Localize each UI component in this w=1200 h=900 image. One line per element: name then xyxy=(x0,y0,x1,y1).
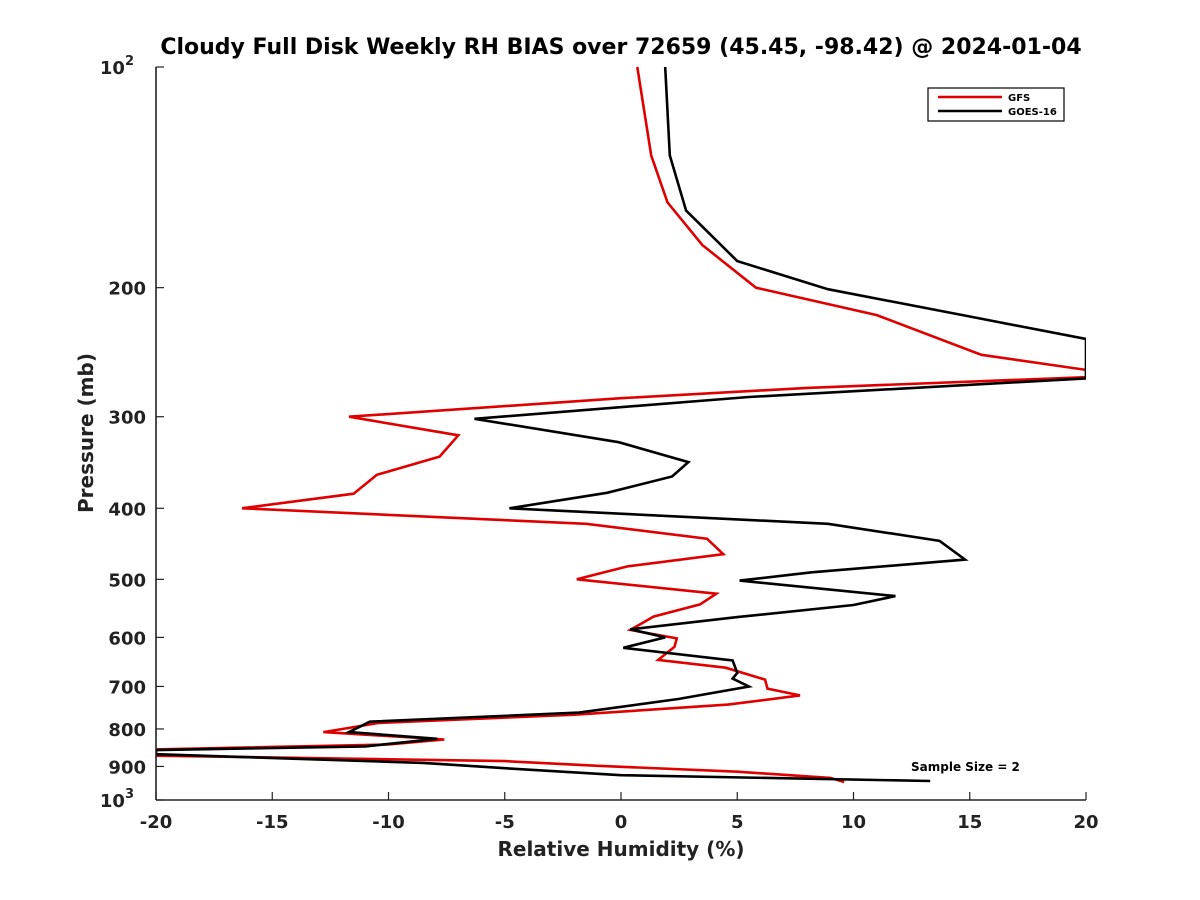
y-tick-label: 500 xyxy=(108,570,146,591)
y-tick-label: 102 xyxy=(100,54,134,79)
y-tick-label: 800 xyxy=(108,720,146,741)
legend-label-gfs: GFS xyxy=(1008,93,1030,104)
x-tick-label: 15 xyxy=(957,812,982,833)
y-tick-label: 900 xyxy=(108,757,146,778)
y-tick-label: 200 xyxy=(108,279,146,300)
y-tick-label: 700 xyxy=(108,677,146,698)
x-tick-label: -15 xyxy=(256,812,289,833)
plot-area: -20 -15 -10 -5 0 5 10 15 20 102 200 300 400 500 600 70… xyxy=(100,54,1099,833)
x-tick-label: 0 xyxy=(615,812,628,833)
y-tick-exponent: 3 xyxy=(125,787,134,802)
y-tick-exponent: 2 xyxy=(125,54,134,69)
y-tick-label: 400 xyxy=(108,499,146,520)
y-axis-label: Pressure (mb) xyxy=(74,353,98,513)
x-tick-label: 10 xyxy=(841,812,866,833)
legend: GFS GOES-16 xyxy=(927,87,1065,122)
x-ticks: -20 -15 -10 -5 0 5 10 15 20 xyxy=(140,792,1099,833)
x-tick-label: -5 xyxy=(495,812,515,833)
x-tick-label: -20 xyxy=(140,812,173,833)
y-tick-label: 103 xyxy=(100,787,134,812)
x-tick-label: -10 xyxy=(372,812,405,833)
x-axis-label: Relative Humidity (%) xyxy=(497,837,744,861)
sample-size-annotation: Sample Size = 2 xyxy=(911,760,1020,774)
y-tick-label: 600 xyxy=(108,628,146,649)
legend-label-goes16: GOES-16 xyxy=(1008,107,1057,118)
chart-title: Cloudy Full Disk Weekly RH BIAS over 726… xyxy=(160,35,1081,60)
series-line-goes16 xyxy=(156,66,1086,783)
x-tick-label: 20 xyxy=(1073,812,1098,833)
y-tick-label: 300 xyxy=(108,408,146,429)
legend-box xyxy=(927,87,1065,122)
y-ticks: 102 200 300 400 500 600 700 800 900 103 xyxy=(100,54,164,812)
series-layer xyxy=(156,66,1086,784)
x-tick-label: 5 xyxy=(731,812,744,833)
plot-frame xyxy=(156,67,1085,800)
